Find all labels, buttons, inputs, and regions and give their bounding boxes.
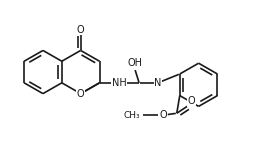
Text: O: O: [77, 25, 85, 35]
Text: CH₃: CH₃: [124, 111, 140, 120]
Text: O: O: [188, 96, 195, 106]
Text: N: N: [154, 78, 162, 88]
Text: NH: NH: [112, 78, 127, 88]
Text: O: O: [77, 89, 85, 99]
Text: O: O: [159, 110, 167, 120]
Text: OH: OH: [128, 58, 143, 68]
